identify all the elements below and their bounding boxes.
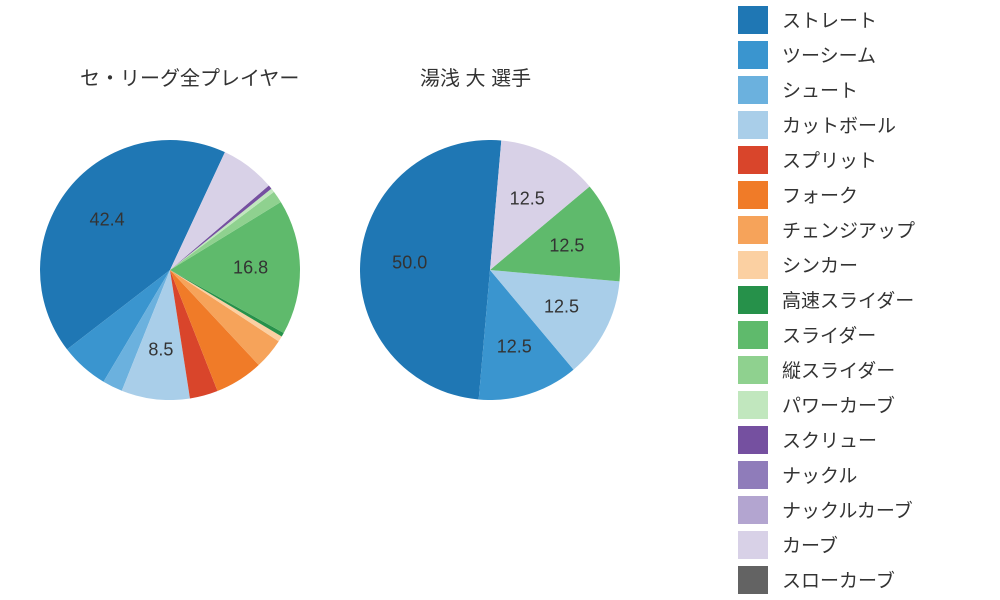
legend-label: スクリュー [782,426,877,453]
legend-label: シンカー [782,251,858,278]
legend-label: ツーシーム [782,41,876,68]
legend-swatch [738,426,768,454]
legend-item: フォーク [738,177,990,212]
legend-swatch [738,566,768,594]
legend-item: ストレート [738,2,990,37]
legend-swatch [738,216,768,244]
legend-item: チェンジアップ [738,212,990,247]
slice-label: 12.5 [510,188,545,209]
legend-swatch [738,251,768,279]
legend-label: パワーカーブ [782,391,895,418]
legend-label: カーブ [782,531,838,558]
legend-item: 縦スライダー [738,352,990,387]
legend-label: チェンジアップ [782,216,915,243]
legend-item: スライダー [738,317,990,352]
legend-item: 高速スライダー [738,282,990,317]
legend-swatch [738,321,768,349]
legend: ストレートツーシームシュートカットボールスプリットフォークチェンジアップシンカー… [730,0,990,600]
legend-label: スライダー [782,321,876,348]
legend-label: ナックルカーブ [782,496,913,523]
chart-title-left: セ・リーグ全プレイヤー [80,62,299,91]
slice-label: 50.0 [392,252,427,273]
legend-label: 縦スライダー [782,356,895,383]
legend-swatch [738,181,768,209]
legend-swatch [738,461,768,489]
slice-label: 12.5 [544,297,579,318]
legend-label: カットボール [782,111,896,138]
legend-label: 高速スライダー [782,286,914,313]
legend-item: ナックルカーブ [738,492,990,527]
slice-label: 42.4 [90,209,125,230]
legend-swatch [738,356,768,384]
legend-item: スローカーブ [738,562,990,597]
legend-swatch [738,76,768,104]
pie-slice [360,140,501,400]
legend-swatch [738,391,768,419]
legend-item: カットボール [738,107,990,142]
legend-item: スクリュー [738,422,990,457]
slice-label: 12.5 [549,235,584,256]
slice-label: 8.5 [148,340,173,361]
legend-label: スプリット [782,146,877,173]
legend-swatch [738,496,768,524]
slice-label: 16.8 [233,258,268,279]
legend-item: ナックル [738,457,990,492]
legend-item: カーブ [738,527,990,562]
legend-swatch [738,6,768,34]
slice-label: 12.5 [497,336,532,357]
legend-label: ストレート [782,6,877,33]
legend-swatch [738,41,768,69]
legend-label: スローカーブ [782,566,895,593]
legend-swatch [738,146,768,174]
legend-item: シンカー [738,247,990,282]
legend-swatch [738,286,768,314]
legend-swatch [738,111,768,139]
legend-item: スプリット [738,142,990,177]
legend-item: ツーシーム [738,37,990,72]
legend-item: シュート [738,72,990,107]
legend-label: フォーク [782,181,858,208]
legend-label: シュート [782,76,858,103]
figure-stage: セ・リーグ全プレイヤー 42.4 8.5 16.8 湯浅 大 選手 50.0 12.5 12.… [0,0,1000,600]
legend-label: ナックル [782,461,857,488]
legend-item: パワーカーブ [738,387,990,422]
chart-title-right: 湯浅 大 選手 [420,62,531,91]
legend-swatch [738,531,768,559]
